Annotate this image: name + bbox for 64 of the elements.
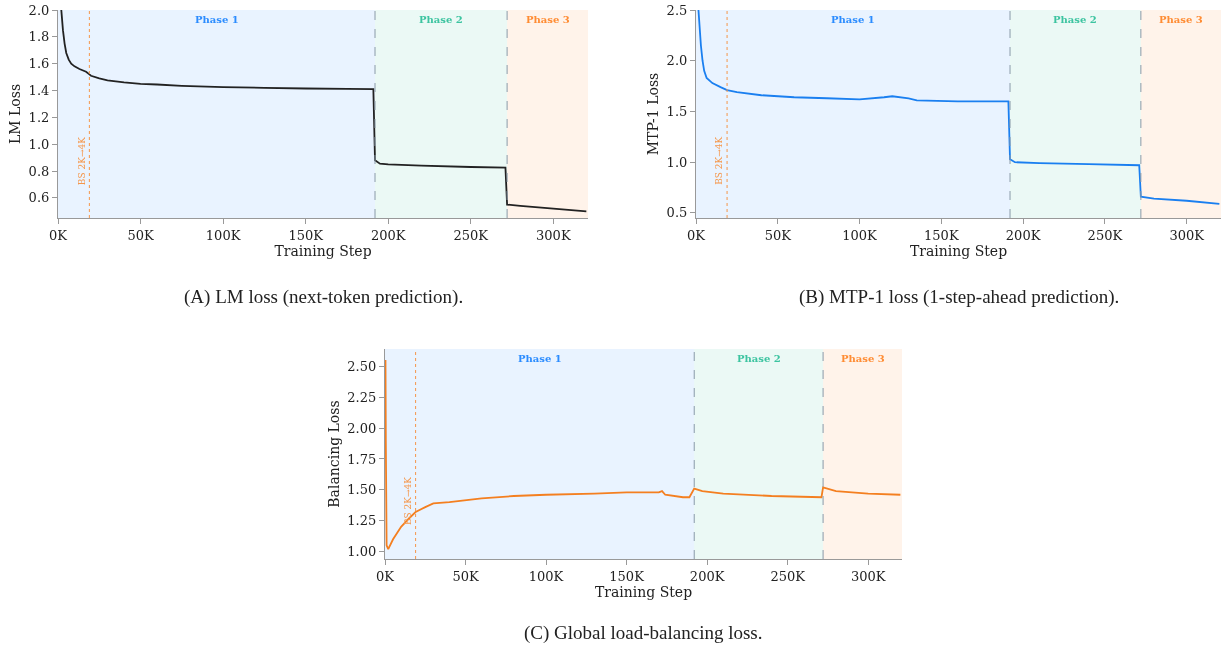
- y-tick-label: 1.5: [666, 104, 688, 120]
- x-tick-label: 200K: [689, 568, 725, 584]
- line-series: [60, 10, 588, 213]
- y-tick-label: 1.2: [28, 109, 50, 125]
- y-tick-label: 1.50: [347, 482, 377, 498]
- y-tick-label: 2.0: [666, 53, 688, 69]
- text: (B) MTP-1 loss (1-step-ahead prediction).: [799, 286, 1120, 308]
- y-tick-label: 0.5: [666, 205, 688, 221]
- x-tick-label: 50K: [452, 568, 479, 584]
- x-axis-title: Training Step: [274, 242, 372, 259]
- y-axis-title: LM Loss: [7, 83, 24, 145]
- band-label: Phase 3: [526, 14, 570, 25]
- text: (A) LM loss (next-token prediction).: [184, 286, 464, 308]
- band-label: Phase 1: [195, 14, 239, 25]
- x-tick-label: 0K: [376, 568, 395, 584]
- y-tick-label: 1.0: [28, 136, 50, 152]
- band-label: Phase 1: [831, 14, 875, 25]
- x-tick-label: 150K: [924, 227, 959, 243]
- y-tick-label: 1.0: [666, 154, 688, 170]
- ref-line-label: BS 2K→4K: [403, 476, 414, 526]
- x-axis-title: Training Step: [909, 242, 1008, 259]
- line-series: [697, 10, 1221, 205]
- x-tick-label: 250K: [1087, 227, 1123, 243]
- y-tick-label: 2.00: [347, 420, 377, 436]
- x-tick-label: 50K: [127, 227, 154, 243]
- y-tick-label: 1.75: [347, 451, 377, 467]
- y-tick-label: 2.50: [347, 358, 377, 374]
- x-tick-label: 50K: [764, 227, 792, 243]
- x-tick-label: 300K: [1169, 227, 1205, 243]
- band-label: Phase 1: [518, 353, 562, 364]
- band-label: Phase 3: [841, 353, 885, 364]
- x-tick-label: 300K: [536, 227, 571, 243]
- y-tick-label: 0.6: [28, 190, 50, 206]
- x-tick-label: 200K: [1005, 227, 1041, 243]
- x-tick-label: 300K: [850, 568, 886, 584]
- ref-line-label: BS 2K→4K: [76, 136, 87, 186]
- x-tick-label: 200K: [370, 227, 406, 243]
- x-tick-label: 100K: [528, 568, 564, 584]
- y-tick-label: 2.5: [666, 2, 688, 18]
- y-tick-label: 1.25: [347, 513, 377, 529]
- x-tick-label: 250K: [770, 568, 806, 584]
- y-axis-title: Balancing Loss: [325, 400, 342, 508]
- band-label: Phase 3: [1159, 14, 1203, 25]
- y-tick-label: 1.00: [347, 544, 377, 560]
- ref-line-label: BS 2K→4K: [714, 136, 725, 185]
- band-label: Phase 2: [419, 14, 463, 25]
- y-axis-title: MTP-1 Loss: [645, 72, 662, 156]
- y-tick-label: 1.8: [28, 29, 50, 45]
- x-axis-title: Training Step: [594, 583, 693, 600]
- x-tick-label: 100K: [842, 227, 878, 243]
- x-tick-label: 0K: [687, 227, 706, 243]
- y-tick-label: 0.8: [28, 163, 50, 179]
- y-tick-label: 2.0: [28, 2, 50, 18]
- y-tick-label: 2.25: [347, 389, 377, 405]
- band-label: Phase 2: [1053, 14, 1097, 25]
- x-tick-label: 250K: [453, 227, 489, 243]
- x-tick-label: 150K: [609, 568, 645, 584]
- band-label: Phase 2: [737, 353, 781, 364]
- x-tick-label: 150K: [288, 227, 324, 243]
- y-tick-label: 1.4: [28, 83, 50, 99]
- x-tick-label: 0K: [49, 227, 68, 243]
- text: (C) Global load-balancing loss.: [524, 622, 763, 644]
- x-tick-label: 100K: [205, 227, 241, 243]
- y-tick-label: 1.6: [28, 56, 50, 72]
